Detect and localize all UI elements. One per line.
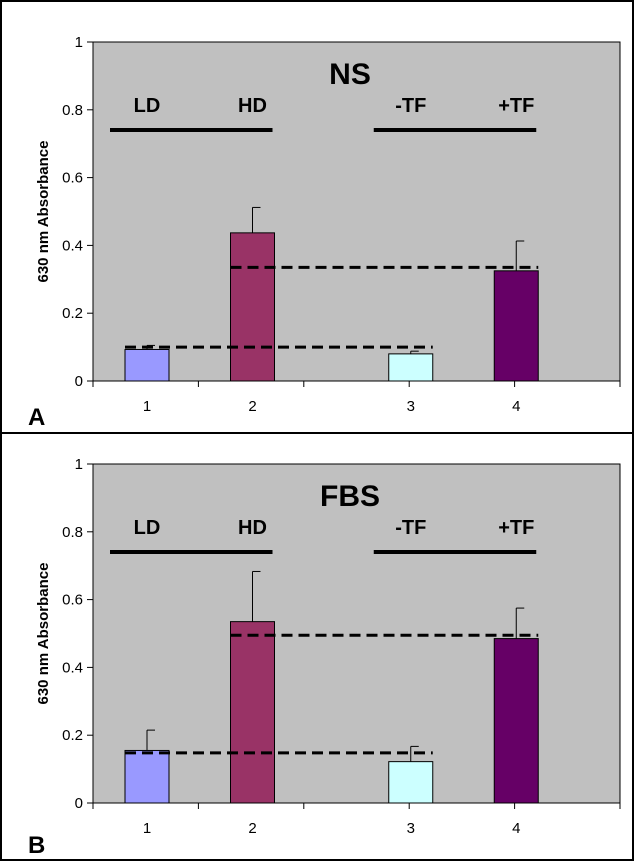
group-label: HD (238, 95, 267, 117)
y-tick-label: 0.2 (62, 727, 83, 744)
chart-title: FBS (320, 480, 380, 513)
y-tick-label: 1 (75, 456, 83, 473)
bar-1 (124, 348, 170, 382)
bar-2 (230, 621, 275, 804)
chart-title: NS (329, 58, 371, 91)
y-tick-label: 0.8 (62, 102, 83, 119)
bar-2 (230, 232, 275, 382)
x-tick-label: 1 (143, 820, 151, 837)
y-tick-label: 0.4 (62, 237, 83, 254)
y-axis-label: 630 nm Absorbance (35, 141, 52, 283)
x-tick-label: 4 (512, 820, 520, 837)
panel-letter: A (28, 404, 45, 431)
y-tick-label: 0.6 (62, 592, 83, 609)
group-label: -TF (395, 517, 426, 539)
y-tick-label: 0.6 (62, 170, 83, 187)
panel-letter: B (28, 832, 45, 859)
x-tick-label: 2 (248, 398, 256, 415)
y-axis-label: 630 nm Absorbance (35, 563, 52, 705)
bar-3 (388, 353, 434, 382)
group-label: -TF (395, 95, 426, 117)
group-label: +TF (498, 95, 534, 117)
y-tick-label: 1 (75, 34, 83, 51)
chart-panel-a: 0 0.2 0.4 0.6 0.8 1 1 2 3 4 LD HD -TF +TF NS 630 nm Abs… (28, 34, 621, 431)
bar-4 (493, 270, 539, 382)
bar-3 (388, 761, 434, 804)
x-tick-label: 3 (407, 820, 415, 837)
y-tick-label: 0.8 (62, 524, 83, 541)
x-tick-label: 2 (248, 820, 256, 837)
x-tick-label: 1 (143, 398, 151, 415)
x-tick-label: 3 (407, 398, 415, 415)
y-tick-label: 0 (75, 373, 83, 390)
bar-1 (124, 749, 170, 804)
group-label: LD (134, 95, 161, 117)
plot-area (92, 41, 621, 382)
x-tick-label: 4 (512, 398, 520, 415)
group-label: HD (238, 517, 267, 539)
group-label: +TF (498, 517, 534, 539)
y-tick-label: 0.4 (62, 659, 83, 676)
chart-panel-b: 0 0.2 0.4 0.6 0.8 1 1 2 3 4 LD HD -TF +TF FBS 630 nm Ab… (28, 456, 621, 859)
bar-4 (493, 638, 539, 804)
y-tick-label: 0 (75, 795, 83, 812)
group-label: LD (134, 517, 161, 539)
y-tick-label: 0.2 (62, 305, 83, 322)
